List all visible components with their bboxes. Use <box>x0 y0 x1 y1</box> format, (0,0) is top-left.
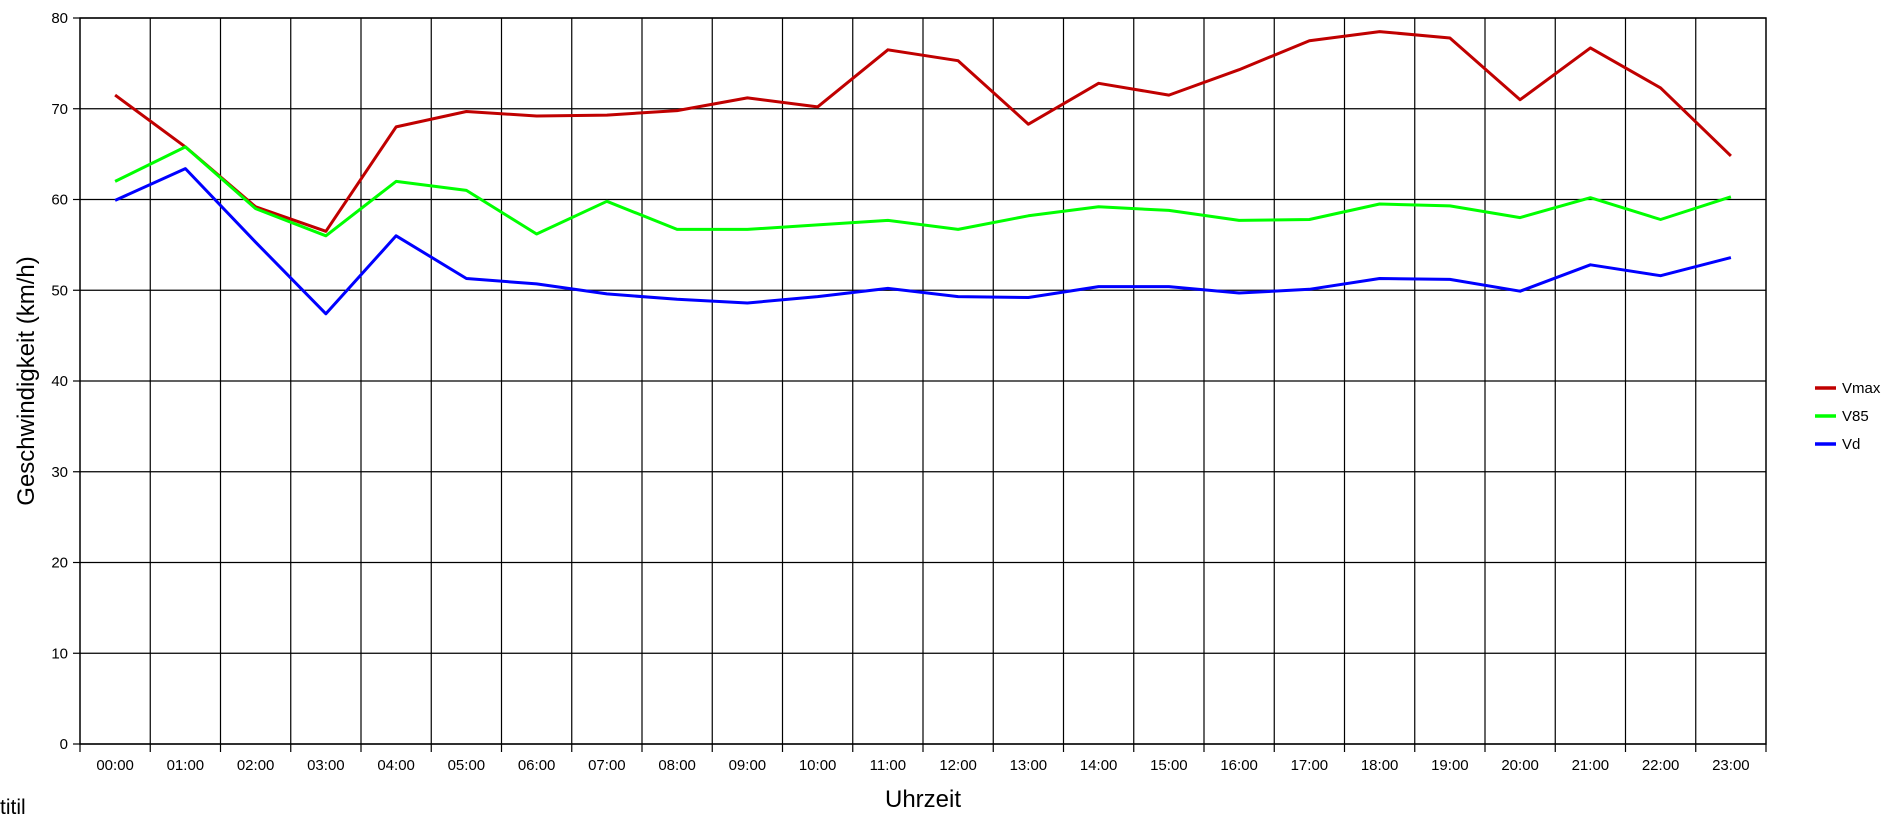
y-tick-label: 30 <box>51 464 68 481</box>
x-tick-label: 20:00 <box>1501 757 1539 774</box>
legend-label-vd: Vd <box>1842 436 1860 453</box>
x-tick-label: 22:00 <box>1642 757 1680 774</box>
y-axis-title: Geschwindigkeit (km/h) <box>13 256 40 505</box>
y-tick-label: 80 <box>51 10 68 27</box>
x-tick-label: 13:00 <box>1010 757 1048 774</box>
y-axis-ticks: 0 10 20 30 40 50 60 70 80 <box>51 10 80 753</box>
x-tick-label: 12:00 <box>939 757 977 774</box>
legend-label-v85: V85 <box>1842 408 1869 425</box>
x-tick-label: 15:00 <box>1150 757 1188 774</box>
y-tick-label: 10 <box>51 645 68 662</box>
x-tick-label: 05:00 <box>448 757 486 774</box>
y-tick-label: 0 <box>60 736 68 753</box>
legend: Vmax V85 Vd <box>1815 380 1881 453</box>
y-tick-label: 40 <box>51 373 68 390</box>
x-tick-label: 01:00 <box>167 757 205 774</box>
x-tick-label: 00:00 <box>96 757 134 774</box>
x-tick-label: 16:00 <box>1220 757 1258 774</box>
y-tick-label: 70 <box>51 101 68 118</box>
x-tick-label: 09:00 <box>729 757 767 774</box>
x-tick-label: 06:00 <box>518 757 556 774</box>
x-tick-label: 17:00 <box>1291 757 1329 774</box>
plot-frame <box>79 17 1767 745</box>
x-tick-label: 02:00 <box>237 757 275 774</box>
x-tick-label: 04:00 <box>377 757 415 774</box>
y-tick-label: 50 <box>51 282 68 299</box>
x-tick-label: 19:00 <box>1431 757 1469 774</box>
x-tick-label: 18:00 <box>1361 757 1399 774</box>
series-lines <box>114 30 1732 316</box>
grid <box>80 17 1766 745</box>
x-tick-label: 10:00 <box>799 757 837 774</box>
x-tick-label: 08:00 <box>658 757 696 774</box>
x-tick-label: 07:00 <box>588 757 626 774</box>
legend-label-vmax: Vmax <box>1842 380 1881 397</box>
y-tick-label: 60 <box>51 192 68 209</box>
x-tick-label: 11:00 <box>870 757 906 774</box>
series-line-vmax <box>114 30 1732 233</box>
series-line-vd <box>114 167 1732 316</box>
x-axis-ticks: 00:00 01:00 02:00 03:00 04:00 05:00 06:00 07:00… <box>79 744 1767 774</box>
x-axis-title: Uhrzeit <box>885 786 961 811</box>
x-tick-label: 14:00 <box>1080 757 1118 774</box>
x-tick-label: 03:00 <box>307 757 345 774</box>
x-tick-label: 23:00 <box>1712 757 1750 774</box>
series-line-v85 <box>114 145 1732 238</box>
x-tick-label: 21:00 <box>1572 757 1610 774</box>
y-tick-label: 20 <box>51 555 68 572</box>
footnote: titil <box>0 796 26 819</box>
